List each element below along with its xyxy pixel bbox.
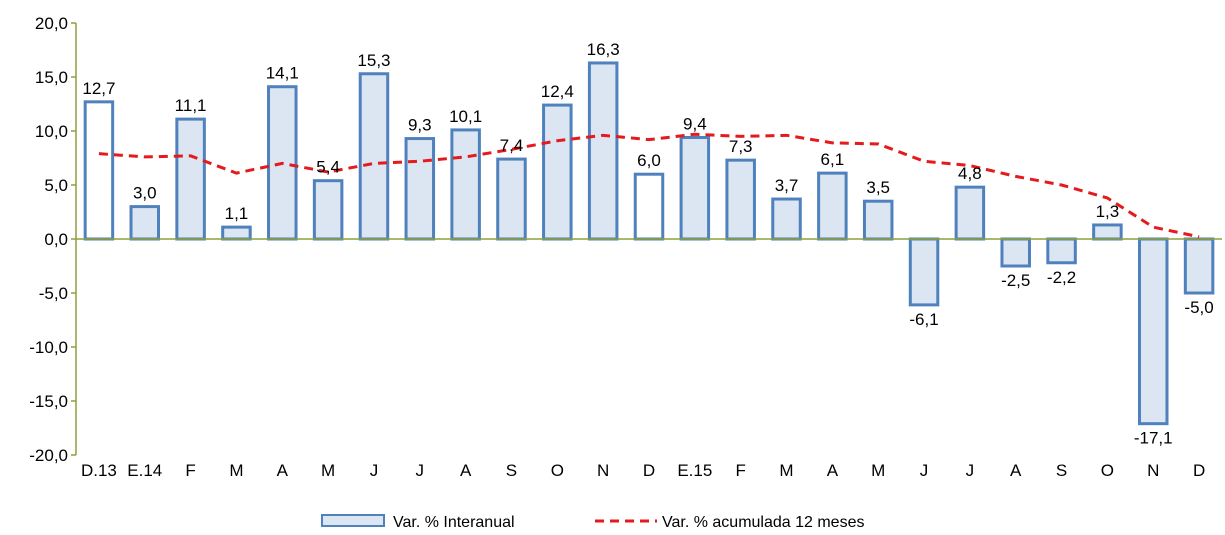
labels-layer: 12,7 3,0 11,1 1,1 14,1 5,4 15,3 9,3 10,1 7,4 12,4 1… (82, 40, 1213, 448)
bar (1000, 237, 1031, 268)
axis-layer: -20,0 -15,0 -10,0 -5,0 0,0 5,0 10,0 15,0 20,0 D.1… (29, 14, 1222, 480)
x-tick-label: D.13 (81, 461, 117, 480)
legend-bar-swatch (321, 514, 385, 527)
bar (908, 237, 940, 307)
data-label: 7,3 (729, 137, 753, 156)
cumulative-line (98, 132, 1200, 239)
data-label: 9,4 (683, 114, 707, 133)
bar (817, 171, 848, 241)
y-tick-label: 20,0 (35, 14, 68, 33)
data-label: 1,3 (1096, 202, 1120, 221)
x-tick-label: M (779, 461, 793, 480)
data-label: 7,4 (500, 136, 524, 155)
bar (450, 128, 481, 241)
data-label: -5,0 (1184, 298, 1213, 317)
data-label: 12,4 (541, 82, 574, 101)
bar (358, 72, 390, 241)
x-tick-label: A (277, 461, 289, 480)
legend: Var. % Interanual Var. % acumulada 12 me… (321, 514, 864, 531)
bar (404, 137, 436, 241)
data-label: -2,5 (1001, 271, 1030, 290)
data-label: 9,3 (408, 116, 432, 135)
x-tick-label: J (370, 461, 379, 480)
x-tick-label: S (1056, 461, 1067, 480)
x-tick-label: A (827, 461, 839, 480)
line-layer (98, 132, 1200, 239)
x-tick-label: N (1147, 461, 1159, 480)
data-label: 5,4 (316, 158, 340, 177)
data-label: 3,5 (866, 178, 890, 197)
x-tick-label: D (643, 461, 655, 480)
x-tick-label: S (506, 461, 517, 480)
bar (1183, 237, 1215, 295)
y-tick-label: 0,0 (44, 230, 68, 249)
data-label: -6,1 (909, 310, 938, 329)
bar (862, 199, 894, 241)
data-label: -17,1 (1134, 429, 1173, 448)
bar (1137, 237, 1169, 426)
x-tick-label: E.14 (127, 461, 162, 480)
bar (175, 117, 206, 241)
x-tick-label: O (1101, 461, 1114, 480)
x-tick-label: J (966, 461, 975, 480)
data-label: 3,0 (133, 184, 157, 203)
x-tick-label: N (597, 461, 609, 480)
x-tick-label: J (416, 461, 425, 480)
data-label: 6,1 (821, 150, 845, 169)
y-tick-label: 15,0 (35, 68, 68, 87)
x-tick-label: F (185, 461, 195, 480)
data-label: -2,2 (1047, 268, 1076, 287)
bar (312, 179, 344, 241)
bar (679, 135, 711, 241)
bar (221, 225, 252, 241)
bars-layer (83, 61, 1215, 426)
x-tick-label: M (871, 461, 885, 480)
data-label: 11,1 (175, 96, 207, 115)
legend-bar-label: Var. % Interanual (393, 514, 515, 531)
x-tick-label: A (1010, 461, 1022, 480)
data-label: 1,1 (225, 204, 249, 223)
y-tick-label: -5,0 (39, 284, 68, 303)
bar (83, 100, 115, 241)
x-tick-label: M (229, 461, 243, 480)
bar (587, 61, 619, 241)
data-label: 14,1 (266, 64, 299, 83)
x-tick-label: D (1193, 461, 1205, 480)
y-tick-label: -20,0 (29, 446, 68, 465)
bar (542, 103, 573, 241)
data-label: 6,0 (637, 151, 661, 170)
x-tick-label: O (551, 461, 564, 480)
x-tick-label: A (460, 461, 472, 480)
bar (1092, 223, 1123, 241)
x-tick-label: J (920, 461, 929, 480)
y-tick-label: 5,0 (44, 176, 68, 195)
bar (496, 157, 527, 241)
legend-line-label: Var. % acumulada 12 meses (662, 514, 864, 531)
data-label: 4,8 (958, 164, 982, 183)
data-label: 15,3 (357, 51, 390, 70)
data-label: 16,3 (587, 40, 620, 59)
y-tick-label: 10,0 (35, 122, 68, 141)
bar (633, 172, 665, 241)
data-label: 10,1 (449, 107, 482, 126)
data-label: 12,7 (82, 79, 115, 98)
bar (771, 197, 802, 241)
x-tick-label: F (735, 461, 745, 480)
bar (954, 185, 986, 241)
x-tick-label: E.15 (677, 461, 712, 480)
x-tick-label: M (321, 461, 335, 480)
bar (129, 205, 161, 241)
bar (1046, 237, 1077, 265)
data-label: 3,7 (775, 176, 799, 195)
y-tick-label: -15,0 (29, 392, 68, 411)
y-tick-label: -10,0 (29, 338, 68, 357)
bar (725, 158, 756, 241)
